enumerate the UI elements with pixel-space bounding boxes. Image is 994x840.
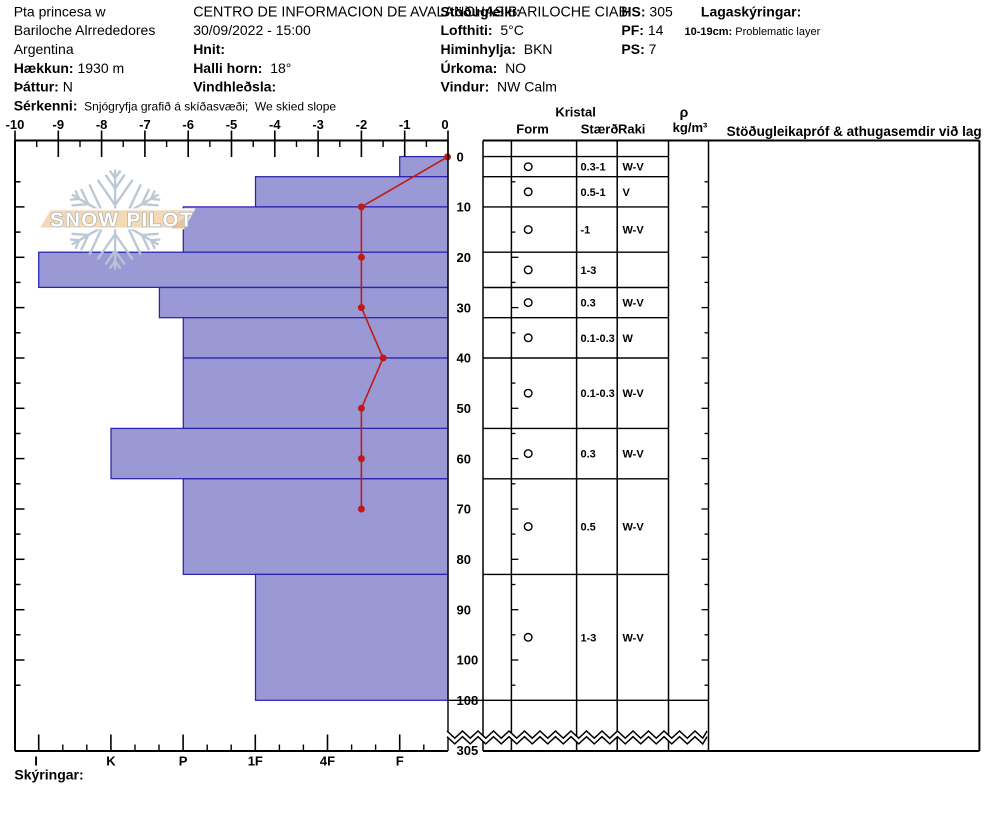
svg-text:Himinhylja: BKN: Himinhylja: BKN <box>441 41 553 57</box>
svg-text:Hækkun: 1930 m: Hækkun: 1930 m <box>14 60 125 76</box>
svg-text:0.1-0.3: 0.1-0.3 <box>581 333 615 345</box>
svg-text:-10: -10 <box>6 117 25 132</box>
svg-text:0.5: 0.5 <box>581 522 596 534</box>
svg-text:305: 305 <box>457 743 479 758</box>
svg-text:30: 30 <box>457 300 471 315</box>
svg-text:W-V: W-V <box>623 632 645 644</box>
svg-text:80: 80 <box>457 552 471 567</box>
svg-text:Stærð: Stærð <box>581 122 619 137</box>
svg-text:Kristal: Kristal <box>555 105 595 120</box>
svg-text:-6: -6 <box>182 117 194 132</box>
svg-text:W: W <box>623 333 634 345</box>
svg-text:1-3: 1-3 <box>581 632 597 644</box>
svg-text:I: I <box>34 754 38 769</box>
svg-text:SNOW PILOT: SNOW PILOT <box>50 208 194 231</box>
svg-text:0.3: 0.3 <box>581 298 596 310</box>
svg-text:P: P <box>179 754 188 769</box>
svg-text:0.3: 0.3 <box>581 449 596 461</box>
svg-text:W-V: W-V <box>623 449 645 461</box>
svg-text:Þáttur: N: Þáttur: N <box>14 79 73 95</box>
svg-text:0.1-0.3: 0.1-0.3 <box>581 388 615 400</box>
svg-text:-2: -2 <box>356 117 368 132</box>
svg-text:V: V <box>623 187 631 199</box>
svg-text:PS: 7: PS: 7 <box>621 41 656 57</box>
svg-text:W-V: W-V <box>623 522 645 534</box>
svg-text:Stöðugleiki:: Stöðugleiki: <box>441 3 521 19</box>
svg-text:Hnit:: Hnit: <box>193 41 225 57</box>
svg-text:W-V: W-V <box>623 298 645 310</box>
svg-text:-5: -5 <box>226 117 238 132</box>
svg-text:-1: -1 <box>581 225 591 237</box>
svg-text:Sérkenni: Snjógryfja grafið á: Sérkenni: Snjógryfja grafið á skíðasvæði… <box>14 97 337 113</box>
svg-text:K: K <box>106 754 116 769</box>
svg-text:Argentina: Argentina <box>14 41 74 57</box>
svg-text:Vindur: NW Calm: Vindur: NW Calm <box>441 79 557 95</box>
svg-text:Lagaskýringar:: Lagaskýringar: <box>701 3 801 19</box>
svg-text:90: 90 <box>457 602 471 617</box>
svg-text:Pta princesa w: Pta princesa w <box>14 3 107 19</box>
svg-text:60: 60 <box>457 451 471 466</box>
svg-text:Úrkoma: NO: Úrkoma: NO <box>441 59 527 76</box>
svg-text:Halli horn: 18°: Halli horn: 18° <box>193 60 291 76</box>
svg-text:ρ: ρ <box>680 104 689 120</box>
svg-text:4F: 4F <box>320 754 335 769</box>
svg-text:-7: -7 <box>139 117 151 132</box>
svg-text:CENTRO DE INFORMACION DE AVALA: CENTRO DE INFORMACION DE AVALANCHAS BARI… <box>193 4 628 20</box>
svg-text:PF: 14: PF: 14 <box>621 22 663 38</box>
svg-text:-9: -9 <box>53 117 65 132</box>
svg-text:Stöðugleikapróf & athugasemdir: Stöðugleikapróf & athugasemdir við lag <box>727 124 982 139</box>
svg-text:1-3: 1-3 <box>581 265 597 277</box>
svg-text:-4: -4 <box>269 117 281 132</box>
svg-text:70: 70 <box>457 502 471 517</box>
svg-text:-1: -1 <box>399 117 411 132</box>
svg-text:0: 0 <box>457 149 464 164</box>
svg-text:20: 20 <box>457 250 471 265</box>
svg-text:Lofthiti: 5°C: Lofthiti: 5°C <box>441 22 524 38</box>
svg-text:Form: Form <box>516 122 549 137</box>
svg-text:W-V: W-V <box>623 162 645 174</box>
svg-text:-8: -8 <box>96 117 108 132</box>
svg-text:10: 10 <box>457 200 471 215</box>
svg-text:Bariloche Alrrededores: Bariloche Alrrededores <box>14 22 156 38</box>
svg-text:W-V: W-V <box>623 388 645 400</box>
svg-text:30/09/2022 - 15:00: 30/09/2022 - 15:00 <box>193 22 311 38</box>
svg-text:kg/m³: kg/m³ <box>673 120 708 135</box>
svg-text:HS: 305: HS: 305 <box>621 3 673 19</box>
svg-text:100: 100 <box>457 653 479 668</box>
svg-text:1F: 1F <box>248 754 263 769</box>
svg-text:W-V: W-V <box>623 225 645 237</box>
svg-text:50: 50 <box>457 401 471 416</box>
svg-text:Raki: Raki <box>618 122 645 137</box>
svg-text:40: 40 <box>457 351 471 366</box>
svg-text:0.3-1: 0.3-1 <box>581 162 606 174</box>
svg-text:0.5-1: 0.5-1 <box>581 187 606 199</box>
svg-text:F: F <box>396 754 404 769</box>
svg-text:0: 0 <box>441 117 448 132</box>
svg-text:-3: -3 <box>312 117 324 132</box>
svg-text:10-19cm: Problematic layer: 10-19cm: Problematic layer <box>685 26 821 38</box>
svg-text:Vindhleðsla:: Vindhleðsla: <box>193 79 276 95</box>
svg-text:Skýringar:: Skýringar: <box>14 767 83 783</box>
